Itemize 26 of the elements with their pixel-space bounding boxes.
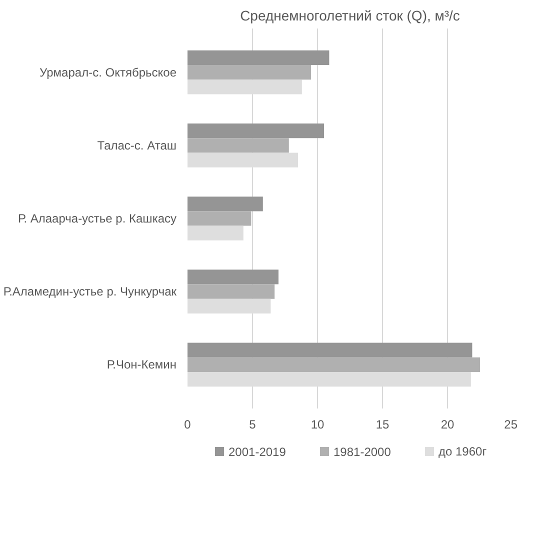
x-tick-label: 25 (504, 418, 518, 432)
bar (188, 342, 472, 358)
legend-label: 1981-2000 (334, 445, 392, 459)
bar (188, 124, 324, 138)
x-tick-label: 20 (440, 418, 454, 432)
x-tick-label: 5 (249, 418, 256, 432)
x-tick-label: 0 (184, 418, 192, 432)
legend-label: 2001-2019 (228, 445, 286, 459)
bar (188, 65, 311, 80)
y-tick-label: Р.Аламедин-устье р. Чункурчак (3, 284, 178, 299)
x-tick-label: 15 (376, 418, 390, 432)
bar (188, 357, 480, 372)
bar (188, 50, 330, 66)
legend-label: до 1960г (438, 444, 488, 458)
y-tick-label: Урмарал-с. Октябрьское (40, 65, 177, 80)
chart-title: Среднемноголетний сток (Q), м³/с (240, 8, 460, 24)
bar (188, 196, 263, 212)
y-tick-label: Р. Алаарча-устье р. Кашкасу (18, 212, 176, 226)
bar (188, 270, 278, 284)
bar (188, 284, 275, 299)
bar (188, 211, 252, 226)
y-tick-label: Талас-с. Аташ (97, 138, 177, 152)
x-tick-label: 10 (310, 418, 324, 432)
bar (188, 138, 289, 153)
bar (188, 226, 244, 240)
y-tick-label: Р.Чон-Кемин (106, 358, 176, 372)
